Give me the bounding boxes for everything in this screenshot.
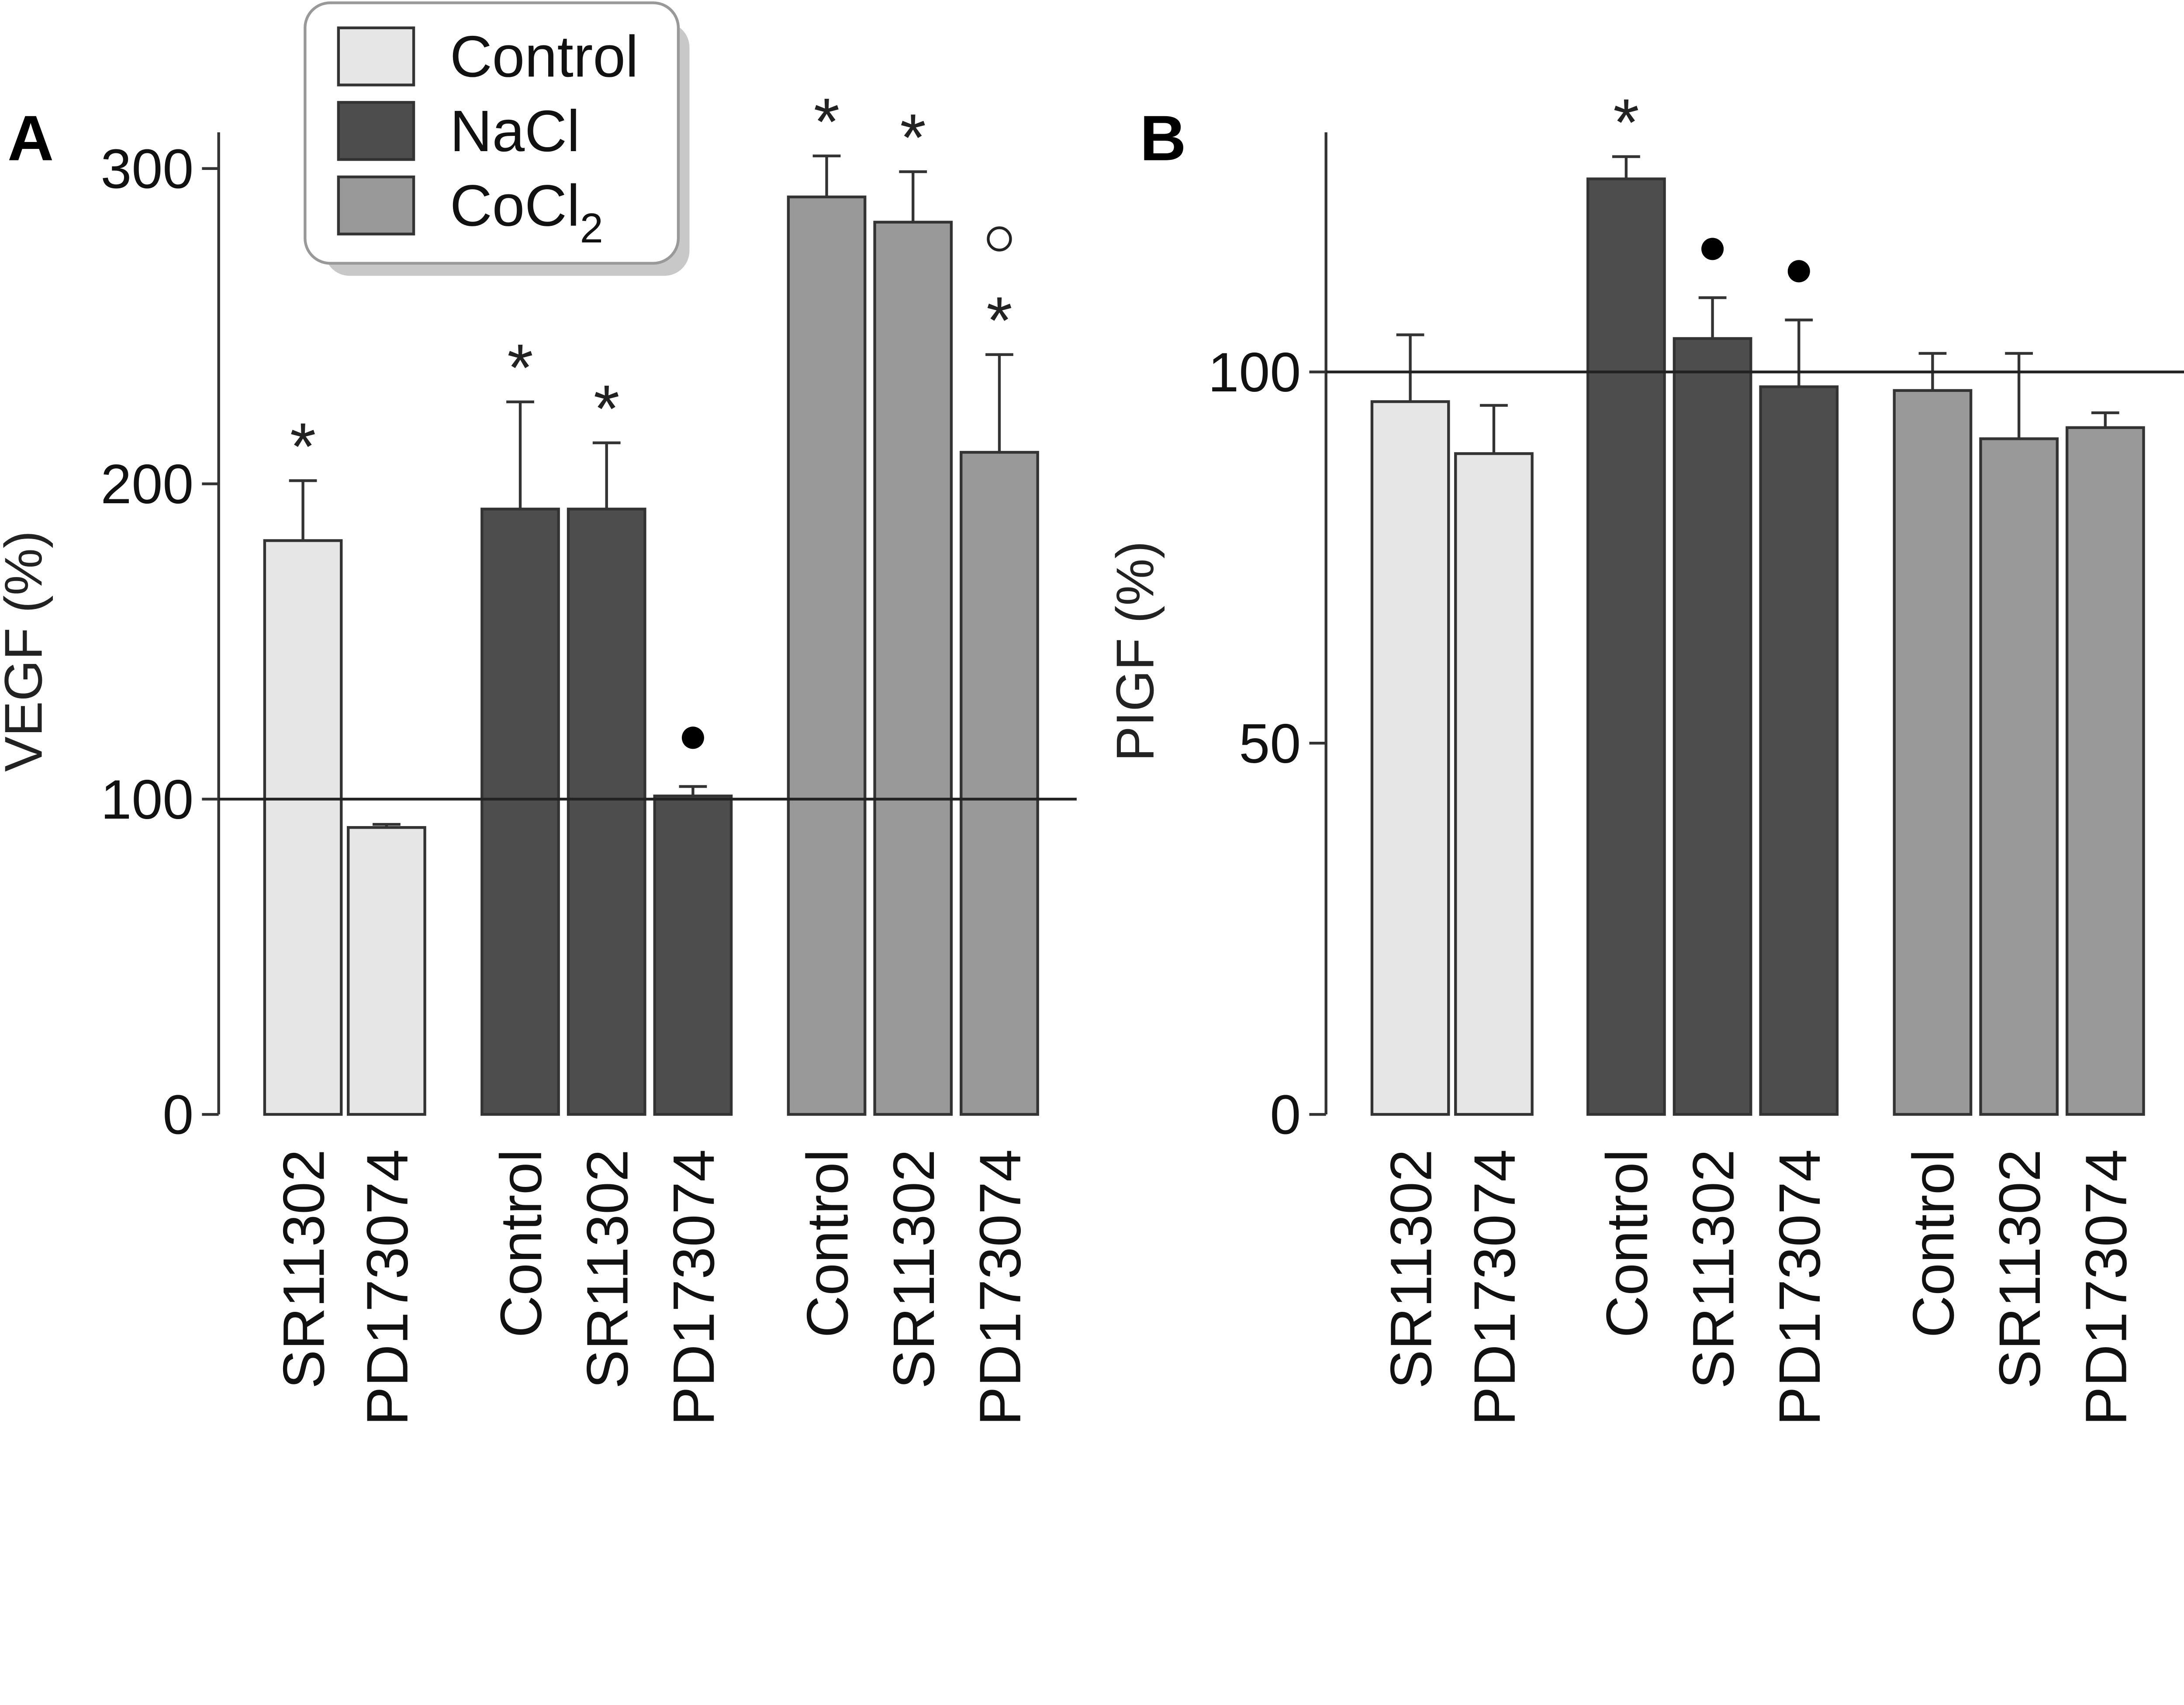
bar-Control-SR11302 bbox=[1370, 400, 1450, 1116]
panel-label: A bbox=[7, 103, 54, 174]
legend-entry: Control bbox=[450, 24, 639, 89]
bar-CoCl2-SR11302 bbox=[873, 221, 953, 1116]
legend-swatch bbox=[337, 175, 415, 235]
bar-CoCl2-PD173074 bbox=[2065, 426, 2145, 1116]
significance-dot bbox=[1787, 260, 1810, 283]
bar-CoCl2-Control bbox=[787, 195, 867, 1116]
bar-Control-PD173074 bbox=[347, 826, 426, 1116]
y-axis-label: VEGF (%) bbox=[0, 531, 53, 772]
y-axis-label: PIGF (%) bbox=[1105, 541, 1165, 761]
x-tick-label: PD173074 bbox=[1767, 1149, 1832, 1426]
x-tick-label: PD173074 bbox=[2074, 1149, 2139, 1426]
significance-asterisk: * bbox=[900, 100, 926, 175]
significance-dot bbox=[1701, 238, 1724, 260]
legend-entry: CoCl2 bbox=[450, 173, 603, 252]
bar-Control-PD173074 bbox=[1454, 452, 1534, 1116]
legend-label: Control bbox=[450, 24, 639, 89]
panel-B: B 0 50 100 PIGF (%) SR11302 PD173074 Control * SR… bbox=[1105, 85, 2184, 1426]
y-tick-label: 200 bbox=[100, 453, 194, 515]
bar-CoCl2-Control bbox=[1893, 389, 1973, 1116]
x-tick-label: PD173074 bbox=[355, 1149, 420, 1426]
legend-entry: NaCl bbox=[450, 99, 580, 164]
significance-asterisk: * bbox=[594, 371, 620, 446]
panels: A 0 100 200 300 VEGF (%) SR11302 * PD173074 Contr… bbox=[0, 84, 2184, 1426]
x-tick-label: SR11302 bbox=[881, 1149, 947, 1389]
significance-asterisk: * bbox=[290, 409, 316, 484]
bar-NaCl-SR11302 bbox=[567, 508, 646, 1116]
x-tick-label: SR11302 bbox=[1379, 1149, 1444, 1389]
significance-asterisk: * bbox=[986, 283, 1013, 358]
bar-NaCl-PD173074 bbox=[653, 794, 733, 1116]
x-tick-label: SR11302 bbox=[271, 1149, 336, 1389]
bar-CoCl2-PD173074 bbox=[960, 451, 1039, 1116]
significance-asterisk: * bbox=[814, 84, 840, 159]
panel-A: A 0 100 200 300 VEGF (%) SR11302 * PD173074 Contr… bbox=[0, 84, 1077, 1426]
legend-label: CoCl bbox=[450, 173, 580, 239]
x-tick-label: SR11302 bbox=[1987, 1149, 2053, 1389]
significance-dot bbox=[681, 726, 704, 749]
legend-swatch bbox=[337, 101, 415, 161]
y-tick-label: 0 bbox=[162, 1084, 194, 1146]
y-tick-label: 300 bbox=[100, 138, 194, 200]
bar-NaCl-PD173074 bbox=[1759, 385, 1839, 1116]
x-tick-label: Control bbox=[1901, 1149, 1966, 1338]
legend: Control NaCl CoCl2 bbox=[304, 1, 690, 276]
y-tick-label: 50 bbox=[1239, 713, 1301, 775]
significance-asterisk: * bbox=[1613, 85, 1639, 160]
y-tick-label: 0 bbox=[1270, 1084, 1301, 1146]
bar-NaCl-Control bbox=[480, 508, 560, 1116]
significance-asterisk: * bbox=[507, 330, 533, 405]
x-tick-label: Control bbox=[1595, 1149, 1660, 1338]
y-tick-label: 100 bbox=[100, 769, 194, 831]
legend-label: NaCl bbox=[450, 99, 580, 164]
bar-NaCl-SR11302 bbox=[1673, 337, 1752, 1116]
figure: A 0 100 200 300 VEGF (%) SR11302 * PD173074 Contr… bbox=[0, 1, 2184, 1426]
x-tick-label: PD173074 bbox=[968, 1149, 1033, 1426]
x-tick-label: PD173074 bbox=[1462, 1149, 1527, 1426]
legend-subscript: 2 bbox=[580, 205, 603, 252]
x-tick-label: PD173074 bbox=[661, 1149, 726, 1426]
panel-label: B bbox=[1140, 103, 1186, 174]
y-tick-label: 100 bbox=[1208, 342, 1301, 404]
x-tick-label: SR11302 bbox=[1681, 1149, 1746, 1389]
bar-Control-SR11302 bbox=[263, 539, 343, 1116]
x-tick-label: Control bbox=[795, 1149, 860, 1338]
bar-NaCl-Control bbox=[1586, 177, 1666, 1116]
x-tick-label: SR11302 bbox=[575, 1149, 640, 1389]
significance-circle bbox=[987, 226, 1012, 252]
legend-swatch bbox=[337, 26, 415, 86]
x-tick-label: Control bbox=[489, 1149, 554, 1338]
bar-CoCl2-SR11302 bbox=[1979, 437, 2059, 1116]
